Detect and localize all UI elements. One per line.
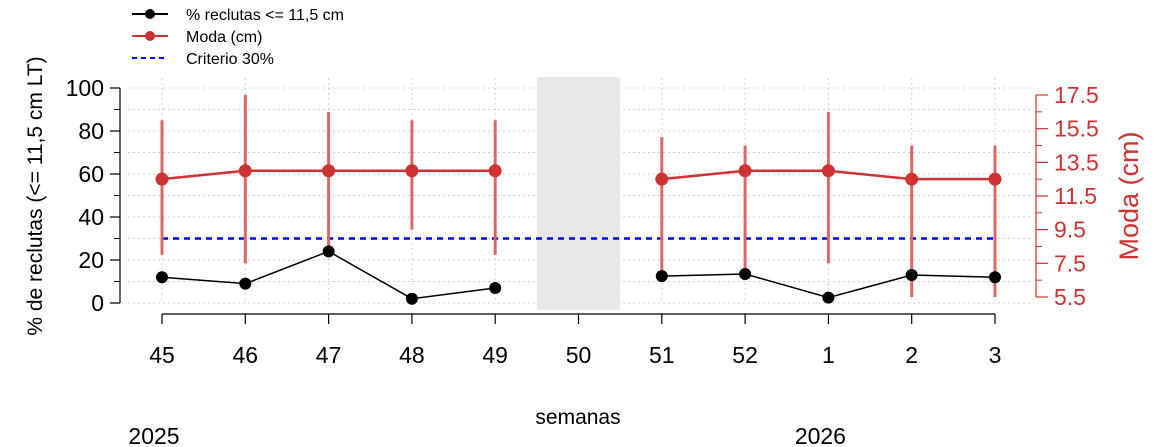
year-labels: 2025 2026 — [128, 423, 846, 447]
x-tick-label: 47 — [316, 342, 342, 368]
y-tick-label: 60 — [78, 161, 104, 187]
x-tick-label: 51 — [649, 342, 675, 368]
y-tick-label: 0 — [91, 290, 104, 316]
legend-label: Moda (cm) — [186, 29, 262, 46]
moda-point — [988, 172, 1002, 186]
year-label: 2025 — [128, 423, 179, 447]
y2-tick-label: 15.5 — [1054, 116, 1099, 142]
y2-tick-label: 13.5 — [1054, 149, 1099, 175]
y2-tick-label: 17.5 — [1054, 82, 1099, 108]
y2-tick-label: 9.5 — [1054, 217, 1086, 243]
y2-tick-label: 7.5 — [1054, 250, 1086, 276]
legend-label: Criterio 30% — [186, 51, 274, 68]
moda-point — [655, 172, 669, 186]
reclutas-point — [905, 269, 918, 282]
moda-point — [821, 164, 835, 178]
moda-point — [238, 164, 252, 178]
moda-point — [155, 172, 169, 186]
x-tick-label: 52 — [732, 342, 758, 368]
x-tick-label: 49 — [482, 342, 508, 368]
chart-marks — [155, 95, 1002, 305]
reclutas-point — [239, 277, 252, 290]
y2-axis-label: Moda (cm) — [1114, 131, 1144, 260]
x-tick-label: 46 — [233, 342, 259, 368]
shaded-week-band — [536, 77, 621, 310]
x-tick-label: 48 — [399, 342, 425, 368]
reclutas-point — [655, 270, 668, 283]
moda-point — [488, 164, 502, 178]
x-tick-label: 2 — [905, 342, 918, 368]
reclutas-point — [739, 267, 752, 280]
reclutas-point — [322, 245, 335, 258]
year-label: 2026 — [795, 423, 846, 447]
reclutas-point — [989, 271, 1001, 284]
y-tick-label: 20 — [78, 247, 104, 273]
x-tick-label: 50 — [566, 342, 592, 368]
y-axis-label: % de reclutas (<= 11,5 cm LT) — [24, 56, 47, 335]
x-axis-label: semanas — [535, 406, 620, 429]
x-tick-label: 45 — [149, 342, 175, 368]
moda-point — [905, 172, 919, 186]
legend-marker — [145, 31, 155, 41]
reclutas-point — [822, 291, 835, 304]
moda-point — [322, 164, 336, 178]
legend-label: % reclutas <= 11,5 cm — [186, 7, 344, 24]
moda-point — [738, 164, 752, 178]
y-tick-label: 80 — [78, 118, 104, 144]
y2-tick-label: 5.5 — [1054, 284, 1086, 310]
legend: % reclutas <= 11,5 cm Moda (cm) Criterio 3… — [132, 7, 344, 68]
moda-point — [405, 164, 419, 178]
x-tick-label: 1 — [822, 342, 835, 368]
axes: 0 20 40 60 80 100 5.5 7.5 9.5 11.5 13.5 15.5 17.5 45 4… — [66, 75, 1099, 368]
legend-marker — [145, 9, 155, 19]
y-tick-label: 100 — [66, 75, 104, 101]
y-tick-label: 40 — [78, 204, 104, 230]
reclutas-point — [156, 271, 168, 284]
x-tick-label: 3 — [989, 342, 1002, 368]
y2-tick-label: 11.5 — [1054, 183, 1097, 209]
reclutas-point — [489, 281, 502, 294]
reclutas-point — [405, 292, 418, 305]
